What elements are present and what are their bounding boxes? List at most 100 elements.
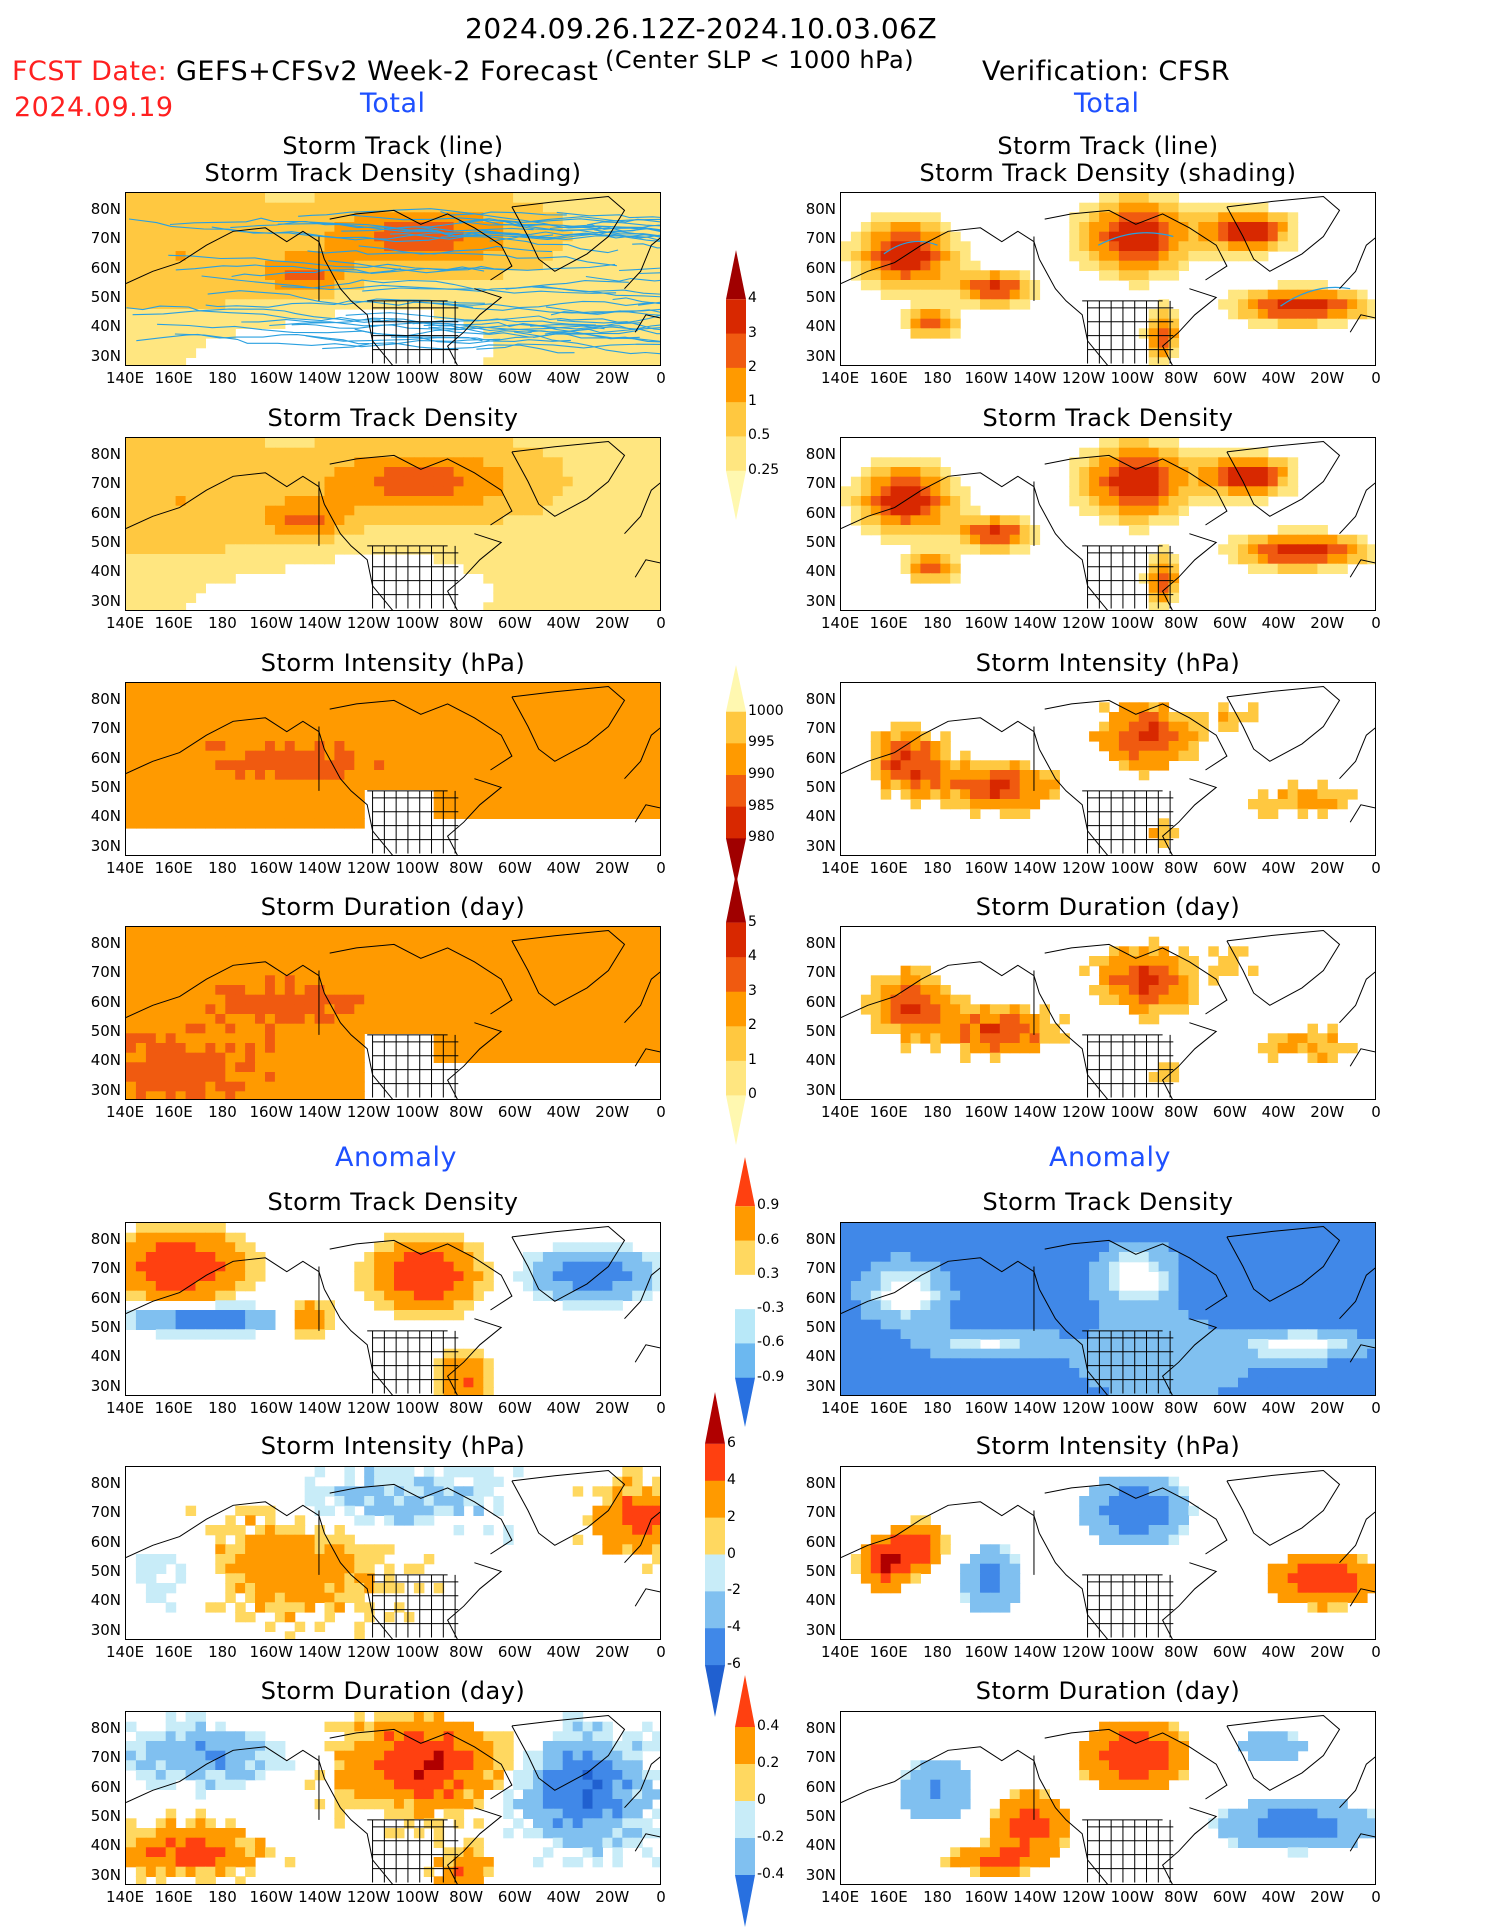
grid-cell bbox=[652, 338, 661, 348]
grid-cell bbox=[533, 780, 544, 790]
grid-cell bbox=[404, 535, 415, 545]
grid-cell bbox=[344, 515, 355, 525]
grid-cell bbox=[980, 290, 991, 300]
grid-cell bbox=[1208, 232, 1219, 242]
grid-cell bbox=[404, 741, 415, 751]
grid-cell bbox=[394, 956, 405, 966]
grid-cell bbox=[950, 270, 961, 280]
grid-cell bbox=[176, 564, 187, 574]
grid-cell bbox=[513, 348, 524, 358]
grid-cell bbox=[205, 927, 216, 937]
grid-cell bbox=[444, 1262, 455, 1272]
grid-cell bbox=[434, 554, 445, 564]
grid-cell bbox=[1258, 809, 1269, 819]
grid-cell bbox=[305, 937, 316, 947]
grid-cell bbox=[473, 1043, 484, 1053]
grid-cell bbox=[186, 270, 197, 280]
grid-cell bbox=[1129, 448, 1140, 458]
grid-cell bbox=[205, 438, 216, 448]
grid-cell bbox=[513, 956, 524, 966]
grid-cell bbox=[632, 438, 643, 448]
grid-cell bbox=[176, 927, 187, 937]
grid-cell bbox=[235, 309, 246, 319]
grid-cell bbox=[1169, 975, 1180, 985]
grid-cell bbox=[593, 809, 604, 819]
grid-cell bbox=[176, 486, 187, 496]
grid-cell bbox=[543, 693, 554, 703]
grid-cell bbox=[384, 1014, 395, 1024]
grid-cell bbox=[553, 602, 564, 611]
grid-cell bbox=[553, 525, 564, 535]
grid-cell bbox=[642, 722, 653, 732]
grid-cell bbox=[156, 232, 167, 242]
grid-cell bbox=[265, 1091, 276, 1100]
lat-tick-label: 30N bbox=[796, 837, 836, 855]
grid-cell bbox=[1198, 457, 1209, 467]
grid-cell bbox=[176, 1033, 187, 1043]
grid-cell bbox=[950, 535, 961, 545]
grid-cell bbox=[166, 1062, 177, 1072]
grid-cell bbox=[642, 573, 653, 583]
grid-cell bbox=[583, 515, 594, 525]
grid-cell bbox=[513, 251, 524, 261]
grid-cell bbox=[354, 535, 365, 545]
grid-cell bbox=[1169, 515, 1180, 525]
grid-cell bbox=[156, 357, 167, 366]
grid-cell bbox=[503, 722, 514, 732]
grid-cell bbox=[255, 467, 266, 477]
grid-cell bbox=[315, 1053, 326, 1063]
grid-cell bbox=[473, 1033, 484, 1043]
grid-cell bbox=[1010, 760, 1021, 770]
grid-cell bbox=[325, 438, 336, 448]
grid-cell bbox=[1139, 222, 1150, 232]
grid-cell bbox=[364, 760, 375, 770]
grid-cell bbox=[503, 348, 514, 358]
grid-cell bbox=[593, 966, 604, 976]
grid-cell bbox=[513, 593, 524, 603]
grid-cell bbox=[1298, 309, 1309, 319]
grid-cell bbox=[434, 1014, 445, 1024]
grid-cell bbox=[414, 731, 425, 741]
map-field bbox=[841, 927, 1376, 1100]
grid-cell bbox=[1238, 544, 1249, 554]
grid-cell bbox=[980, 525, 991, 535]
grid-cell bbox=[176, 593, 187, 603]
grid-cell bbox=[563, 1014, 574, 1024]
grid-cell bbox=[444, 467, 455, 477]
grid-cell bbox=[920, 261, 931, 271]
grid-cell bbox=[126, 1271, 137, 1281]
grid-cell bbox=[1218, 222, 1229, 232]
grid-cell bbox=[394, 770, 405, 780]
grid-cell bbox=[434, 741, 445, 751]
grid-cell bbox=[513, 722, 524, 732]
grid-cell bbox=[950, 564, 961, 574]
grid-cell bbox=[1079, 506, 1090, 516]
grid-cell bbox=[911, 261, 922, 271]
grid-cell bbox=[1198, 203, 1209, 213]
grid-cell bbox=[166, 309, 177, 319]
grid-cell bbox=[1030, 1024, 1041, 1034]
grid-cell bbox=[434, 1053, 445, 1063]
grid-cell bbox=[652, 1033, 661, 1043]
grid-cell bbox=[126, 1233, 137, 1243]
lon-tick-label: 0 bbox=[656, 1103, 666, 1121]
grid-cell bbox=[602, 1004, 613, 1014]
grid-cell bbox=[593, 1024, 604, 1034]
grid-cell bbox=[1089, 956, 1100, 966]
grid-cell bbox=[464, 496, 475, 506]
grid-cell bbox=[911, 573, 922, 583]
grid-cell bbox=[553, 712, 564, 722]
grid-cell bbox=[404, 448, 415, 458]
grid-cell bbox=[196, 328, 207, 338]
lat-tick-label: 50N bbox=[81, 778, 121, 796]
grid-cell bbox=[205, 760, 216, 770]
grid-cell bbox=[404, 985, 415, 995]
grid-cell bbox=[1089, 985, 1100, 995]
grid-cell bbox=[920, 751, 931, 761]
grid-cell bbox=[573, 1262, 584, 1272]
grid-cell bbox=[205, 956, 216, 966]
grid-cell bbox=[583, 602, 594, 611]
grid-cell bbox=[344, 438, 355, 448]
grid-cell bbox=[503, 193, 514, 203]
grid-cell bbox=[553, 1043, 564, 1053]
